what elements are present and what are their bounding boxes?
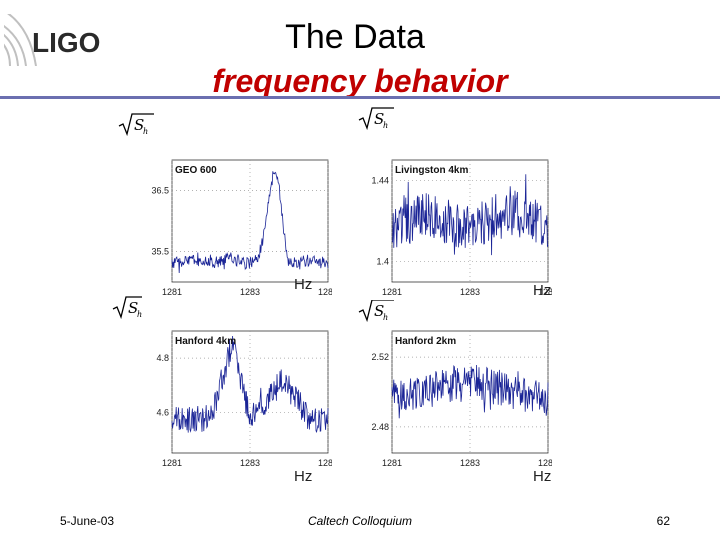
y-tick-label: 2.48 — [371, 422, 389, 432]
x-tick-label: 1285 — [318, 287, 332, 297]
chart-title: GEO 600 — [175, 165, 217, 176]
svg-text:h: h — [137, 310, 142, 319]
x-unit-label-hanford2: Hz — [533, 468, 552, 485]
sqrt-sh-label-hanford4: S h — [112, 296, 148, 320]
y-tick-label: 35.5 — [151, 247, 169, 257]
svg-text:h: h — [383, 121, 388, 130]
x-tick-label: 1285 — [538, 287, 552, 297]
footer-event: Caltech Colloquium — [307, 514, 413, 528]
x-tick-label: 1285 — [318, 458, 332, 468]
chart-hanford-2km: 1281 1283 1285 2.48 2.52 Hanford 2km — [362, 327, 552, 471]
logo-wordmark: LIGO — [32, 27, 100, 58]
slide-title: The Data — [285, 18, 425, 56]
slide-subtitle: frequency behavior — [212, 63, 508, 99]
chart-livingston-4km: 1281 1283 1285 1.4 1.44 Livingston 4km — [362, 156, 552, 300]
svg-text:S: S — [134, 116, 144, 134]
x-tick-label: 1285 — [538, 458, 552, 468]
page-number: 62 — [656, 514, 670, 528]
chart-hanford-4km: 1281 1283 1285 4.6 4.8 Hanford 4km — [142, 327, 332, 471]
svg-text:h: h — [383, 313, 388, 322]
x-tick-label: 1283 — [460, 287, 480, 297]
title-divider — [0, 96, 720, 99]
x-tick-label: 1281 — [162, 458, 182, 468]
y-tick-label: 1.44 — [371, 175, 389, 185]
svg-text:h: h — [143, 127, 148, 136]
x-tick-label: 1283 — [240, 458, 260, 468]
chart-title: Hanford 4km — [175, 336, 236, 347]
y-tick-label: 36.5 — [151, 186, 169, 196]
chart-title: Hanford 2km — [395, 336, 456, 347]
chart-title: Livingston 4km — [395, 165, 468, 176]
svg-text:S: S — [374, 302, 384, 320]
sqrt-sh-label-geo: S h — [118, 113, 154, 137]
x-tick-label: 1281 — [382, 458, 402, 468]
svg-text:S: S — [128, 299, 138, 317]
x-unit-label-livingston: Hz — [533, 282, 552, 299]
sqrt-sh-label-livingston: S h — [358, 107, 394, 131]
x-tick-label: 1281 — [162, 287, 182, 297]
x-tick-label: 1283 — [460, 458, 480, 468]
series-line — [171, 171, 329, 274]
series-line — [391, 174, 549, 256]
y-tick-label: 4.6 — [156, 407, 169, 417]
series-line — [171, 335, 329, 433]
y-tick-label: 1.4 — [376, 257, 389, 267]
y-tick-label: 4.8 — [156, 353, 169, 363]
x-tick-label: 1281 — [382, 287, 402, 297]
x-unit-label-geo: Hz — [294, 276, 313, 293]
x-unit-label-hanford4: Hz — [294, 468, 313, 485]
ligo-logo: LIGO — [4, 14, 100, 66]
footer-date: 5-June-03 — [60, 514, 115, 528]
y-tick-label: 2.52 — [371, 352, 389, 362]
series-line — [391, 364, 549, 419]
sqrt-sh-label-hanford2: S h — [358, 299, 394, 323]
x-tick-label: 1283 — [240, 287, 260, 297]
chart-geo600: 1281 1283 1285 35.5 36.5 GEO 600 — [142, 156, 332, 300]
svg-text:S: S — [374, 110, 384, 128]
